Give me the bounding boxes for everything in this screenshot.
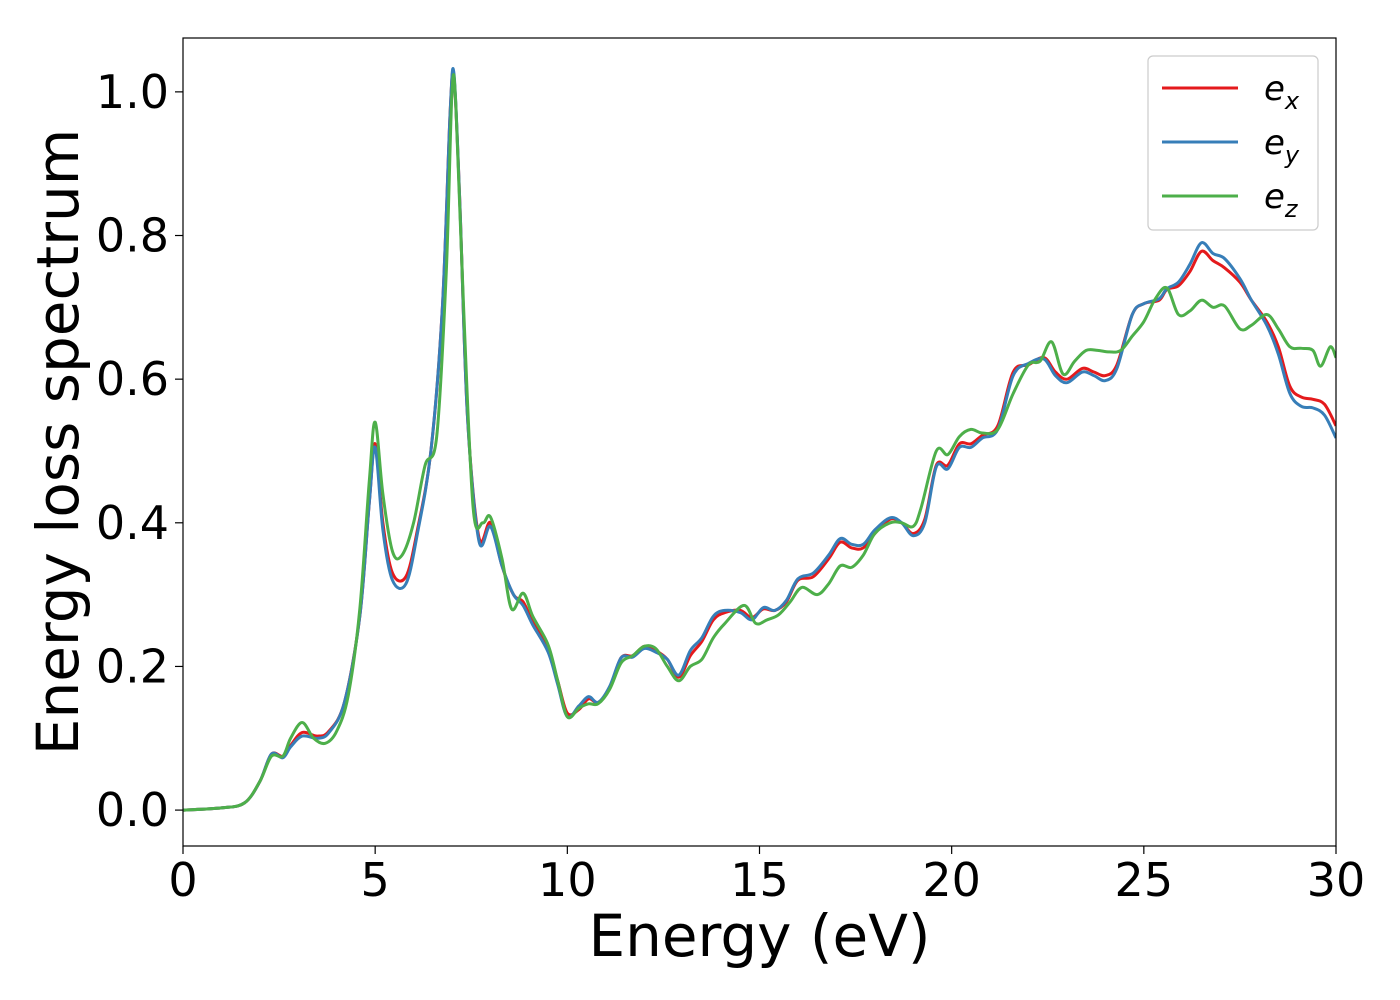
x-tick-label: 0 [168,853,197,907]
legend-subscript: x [1284,87,1300,115]
series-line-ez [183,73,1336,812]
y-tick-label: 0.2 [96,639,169,693]
series-lines [183,67,1336,812]
y-tick-label: 0.4 [96,496,169,550]
legend-subscript: z [1284,195,1299,223]
x-tick-label: 20 [922,853,981,907]
x-tick-label: 10 [538,853,597,907]
x-tick-label: 15 [730,853,789,907]
x-tick-label: 5 [361,853,390,907]
y-tick-label: 0.8 [96,209,169,263]
x-tick-label: 30 [1307,853,1366,907]
y-tick-label: 1.0 [96,65,169,119]
series-line-ey [183,67,1336,812]
y-tick-label: 0.6 [96,352,169,406]
legend-subscript: y [1284,141,1300,169]
axis-ticks: 0 5 10 15 20 25 30 0.0 0.2 0.4 0.6 0.8 1.0 [96,65,1365,907]
y-tick-label: 0.0 [96,783,169,837]
x-axis-label: Energy (eV) [588,902,930,970]
y-axis-label: Energy loss spectrum [24,129,92,755]
x-tick-label: 25 [1115,853,1174,907]
